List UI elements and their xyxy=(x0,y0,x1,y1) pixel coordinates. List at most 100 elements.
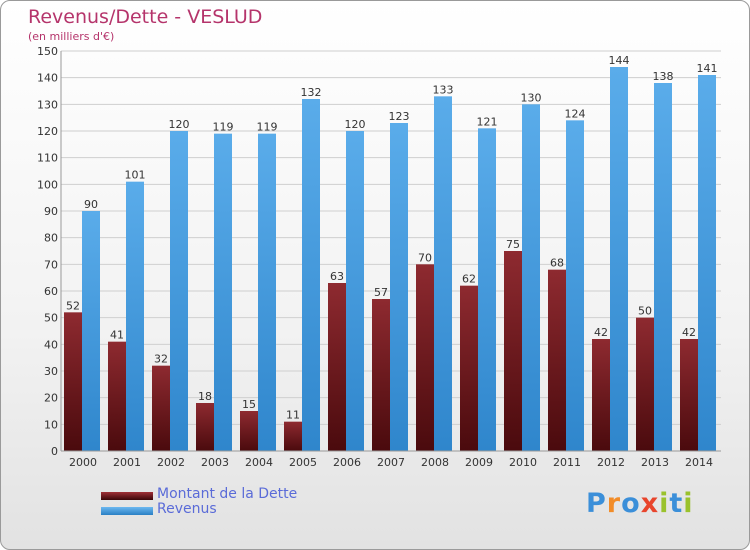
x-tick-label: 2002 xyxy=(157,456,185,469)
data-label-revenus: 144 xyxy=(609,54,630,67)
data-label-dette: 75 xyxy=(506,238,520,251)
y-tick-label: 100 xyxy=(37,178,58,191)
chart-subtitle: (en milliers d'€) xyxy=(28,30,115,43)
y-tick-label: 140 xyxy=(37,72,58,85)
data-label-dette: 62 xyxy=(462,273,476,286)
data-label-revenus: 123 xyxy=(389,110,410,123)
y-tick-label: 120 xyxy=(37,125,58,138)
data-label-dette: 42 xyxy=(682,326,696,339)
x-tick-label: 2007 xyxy=(377,456,405,469)
bar-dette xyxy=(64,312,82,451)
bar-revenus xyxy=(170,131,188,451)
logo-letter: P xyxy=(586,488,607,519)
bar-revenus xyxy=(346,131,364,451)
data-label-revenus: 138 xyxy=(653,70,674,83)
bar-revenus xyxy=(478,128,496,451)
bar-dette xyxy=(284,421,302,451)
x-tick-label: 2003 xyxy=(201,456,229,469)
logo-letter: i xyxy=(659,488,670,519)
legend-label-dette: Montant de la Dette xyxy=(157,486,298,502)
logo-letter: t xyxy=(669,488,684,519)
y-tick-label: 0 xyxy=(51,445,58,458)
data-label-dette: 52 xyxy=(66,299,80,312)
bar-dette xyxy=(196,403,214,451)
bar-revenus xyxy=(610,67,628,451)
bar-revenus xyxy=(566,120,584,451)
bar-revenus xyxy=(302,99,320,451)
chart-title: Revenus/Dette - VESLUD xyxy=(28,6,263,28)
data-label-dette: 63 xyxy=(330,270,344,283)
data-label-dette: 11 xyxy=(286,409,300,422)
x-tick-label: 2011 xyxy=(553,456,581,469)
data-label-dette: 50 xyxy=(638,305,652,318)
bar-revenus xyxy=(654,83,672,451)
data-label-revenus: 124 xyxy=(565,107,586,120)
y-tick-label: 110 xyxy=(37,152,58,165)
x-tick-label: 2004 xyxy=(245,456,273,469)
bar-dette xyxy=(152,365,170,451)
x-tick-label: 2010 xyxy=(509,456,537,469)
bar-dette xyxy=(592,339,610,451)
data-label-revenus: 120 xyxy=(345,118,366,131)
data-label-dette: 70 xyxy=(418,251,432,264)
data-label-dette: 15 xyxy=(242,398,256,411)
y-tick-label: 130 xyxy=(37,98,58,111)
data-label-dette: 68 xyxy=(550,257,564,270)
bar-revenus xyxy=(522,104,540,451)
bar-dette xyxy=(240,411,258,451)
bar-revenus xyxy=(126,181,144,451)
bar-dette xyxy=(504,251,522,451)
data-label-revenus: 132 xyxy=(301,86,322,99)
bar-dette xyxy=(680,339,698,451)
y-tick-label: 150 xyxy=(37,45,58,58)
x-tick-label: 2013 xyxy=(641,456,669,469)
y-tick-label: 60 xyxy=(44,285,58,298)
bar-revenus xyxy=(214,133,232,451)
y-tick-label: 50 xyxy=(44,312,58,325)
data-label-revenus: 90 xyxy=(84,198,98,211)
bar-revenus xyxy=(82,211,100,451)
bar-dette xyxy=(636,317,654,451)
x-tick-label: 2012 xyxy=(597,456,625,469)
data-label-dette: 18 xyxy=(198,390,212,403)
data-label-dette: 42 xyxy=(594,326,608,339)
y-tick-label: 10 xyxy=(44,418,58,431)
x-tick-label: 2006 xyxy=(333,456,361,469)
proxiti-logo: Proxiti xyxy=(586,488,694,519)
data-label-revenus: 141 xyxy=(697,62,718,75)
bar-dette xyxy=(372,299,390,451)
y-tick-label: 90 xyxy=(44,205,58,218)
data-label-revenus: 121 xyxy=(477,115,498,128)
y-tick-label: 80 xyxy=(44,232,58,245)
data-label-revenus: 119 xyxy=(257,121,278,134)
data-label-dette: 57 xyxy=(374,286,388,299)
y-tick-label: 30 xyxy=(44,365,58,378)
y-tick-label: 20 xyxy=(44,392,58,405)
x-tick-label: 2005 xyxy=(289,456,317,469)
bar-dette xyxy=(328,283,346,451)
logo-letter: r xyxy=(606,488,622,519)
bar-dette xyxy=(460,285,478,451)
bar-revenus xyxy=(390,123,408,451)
data-label-revenus: 101 xyxy=(125,169,146,182)
x-tick-label: 2009 xyxy=(465,456,493,469)
bar-dette xyxy=(416,264,434,451)
data-label-revenus: 133 xyxy=(433,83,454,96)
bar-dette xyxy=(548,269,566,451)
legend-swatch-dette xyxy=(101,492,153,500)
bar-revenus xyxy=(434,96,452,451)
legend-label-revenus: Revenus xyxy=(157,501,217,517)
data-label-revenus: 119 xyxy=(213,121,234,134)
data-label-dette: 32 xyxy=(154,353,168,366)
x-tick-label: 2001 xyxy=(113,456,141,469)
data-label-revenus: 130 xyxy=(521,91,542,104)
logo-letter: x xyxy=(640,488,660,519)
bar-dette xyxy=(108,341,126,451)
x-tick-label: 2000 xyxy=(69,456,97,469)
legend-swatch-revenus xyxy=(101,507,153,515)
x-tick-label: 2014 xyxy=(685,456,713,469)
bar-revenus xyxy=(258,133,276,451)
data-label-revenus: 120 xyxy=(169,118,190,131)
